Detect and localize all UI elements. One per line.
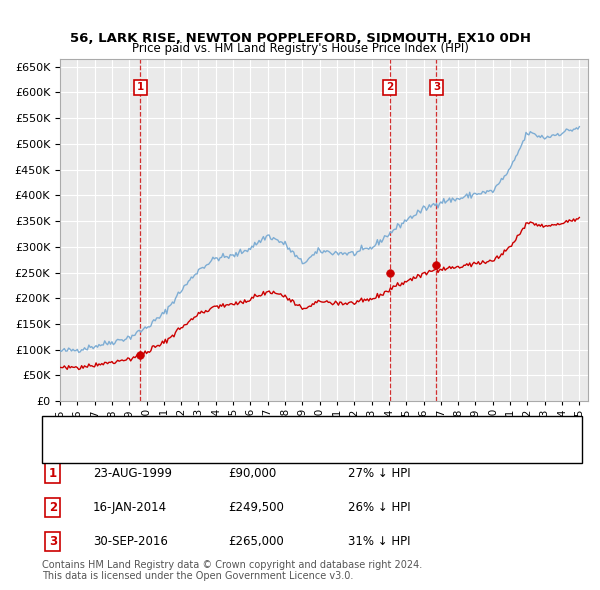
Text: £249,500: £249,500 xyxy=(228,501,284,514)
Text: 2: 2 xyxy=(49,501,57,514)
Text: 23-AUG-1999: 23-AUG-1999 xyxy=(93,467,172,480)
Text: 30-SEP-2016: 30-SEP-2016 xyxy=(93,535,168,548)
Text: £265,000: £265,000 xyxy=(228,535,284,548)
Text: Contains HM Land Registry data © Crown copyright and database right 2024.
This d: Contains HM Land Registry data © Crown c… xyxy=(42,559,422,581)
Text: 1: 1 xyxy=(137,82,144,92)
Text: 16-JAN-2014: 16-JAN-2014 xyxy=(93,501,167,514)
Text: HPI: Average price, detached house, East Devon: HPI: Average price, detached house, East… xyxy=(93,444,363,454)
Text: 26% ↓ HPI: 26% ↓ HPI xyxy=(348,501,410,514)
Text: 31% ↓ HPI: 31% ↓ HPI xyxy=(348,535,410,548)
Text: 56, LARK RISE, NEWTON POPPLEFORD, SIDMOUTH, EX10 0DH (detached house): 56, LARK RISE, NEWTON POPPLEFORD, SIDMOU… xyxy=(93,425,539,435)
Text: 56, LARK RISE, NEWTON POPPLEFORD, SIDMOUTH, EX10 0DH: 56, LARK RISE, NEWTON POPPLEFORD, SIDMOU… xyxy=(70,32,530,45)
Text: 3: 3 xyxy=(49,535,57,548)
Text: £90,000: £90,000 xyxy=(228,467,276,480)
Text: 1: 1 xyxy=(49,467,57,480)
Text: 2: 2 xyxy=(386,82,393,92)
Text: 27% ↓ HPI: 27% ↓ HPI xyxy=(348,467,410,480)
Text: 3: 3 xyxy=(433,82,440,92)
Text: Price paid vs. HM Land Registry's House Price Index (HPI): Price paid vs. HM Land Registry's House … xyxy=(131,42,469,55)
